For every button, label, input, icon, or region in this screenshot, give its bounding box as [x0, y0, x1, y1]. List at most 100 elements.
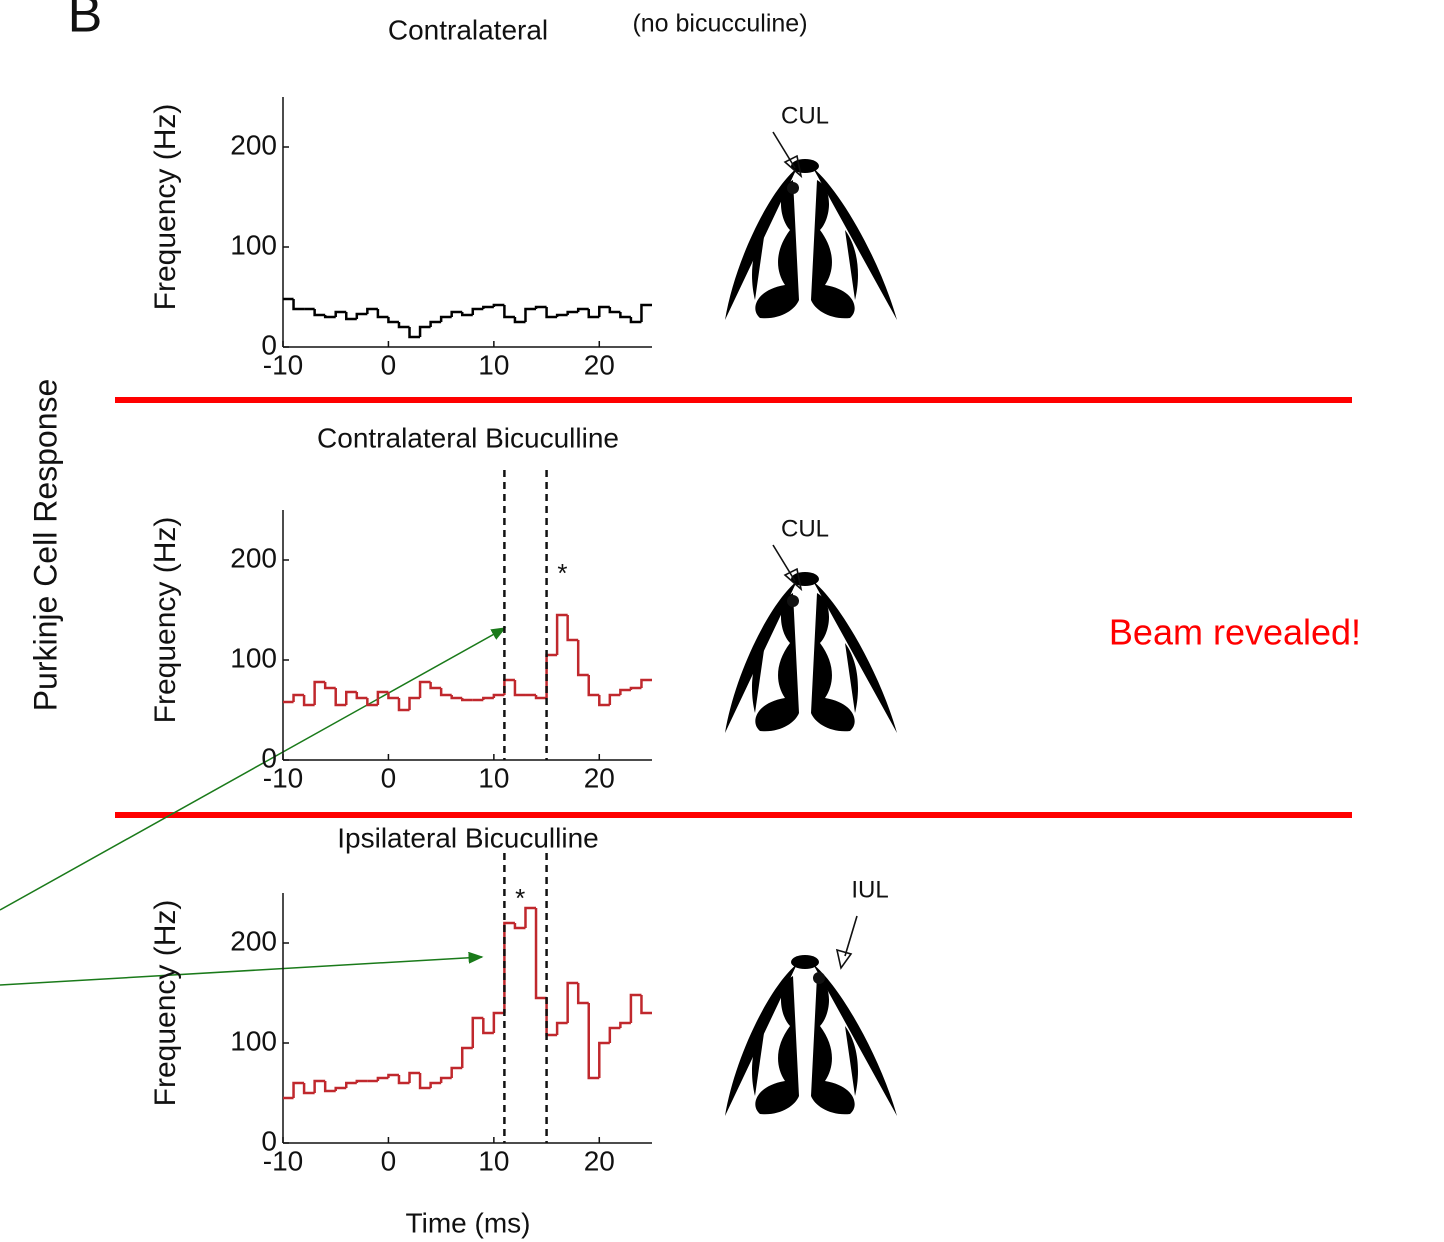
histogram-step [387, 1073, 399, 1078]
chart-title: Contralateral Bicuculline [317, 422, 619, 453]
histogram-step [302, 1083, 315, 1095]
histogram-step [534, 305, 547, 309]
histogram-step [439, 688, 452, 697]
x-axis-label: Time (ms) [406, 1207, 531, 1238]
histogram-step [513, 317, 526, 324]
brain-diagram: IUL [725, 876, 897, 1116]
histogram-step [640, 995, 652, 1015]
histogram-step [576, 640, 589, 677]
x-tick-label: 0 [381, 762, 397, 793]
histogram-step [429, 682, 442, 690]
diagram-label: CUL [781, 102, 829, 129]
chart-title: Contralateral [388, 14, 548, 45]
histogram-step [513, 680, 526, 697]
histogram-step [576, 983, 589, 1005]
histogram-step [366, 698, 378, 707]
y-tick-label: 0 [261, 742, 277, 773]
x-tick-label: 10 [478, 349, 509, 380]
histogram-step [397, 1075, 410, 1085]
histogram-step [408, 327, 421, 339]
histogram-step [608, 1026, 621, 1043]
histogram-step [313, 1079, 326, 1093]
histogram-step [640, 678, 652, 688]
y-tick-label: 0 [261, 1125, 277, 1156]
histogram-step [334, 310, 347, 317]
chart-title: Ipsilateral Bicuculline [337, 822, 598, 853]
histogram-step [408, 696, 421, 710]
histogram-step [397, 698, 410, 712]
histogram-step [492, 303, 505, 307]
histogram-step [482, 696, 494, 700]
diagram-arrow [772, 131, 796, 169]
histogram-step [387, 317, 399, 324]
histogram-step [503, 921, 515, 1013]
x-tick-label: 0 [381, 1145, 397, 1176]
histogram-step [376, 1076, 389, 1081]
histogram-step [429, 1081, 442, 1088]
significance-star: * [515, 883, 525, 913]
histogram-step [545, 653, 558, 698]
histogram-step [629, 317, 642, 324]
histogram-step [555, 613, 568, 655]
diagram-label: CUL [781, 515, 829, 542]
histogram-step [482, 305, 494, 309]
chart-subtitle: (no bicucculine) [632, 10, 807, 38]
histogram-step [408, 1071, 421, 1083]
histogram-step [534, 695, 547, 700]
histogram-step [503, 305, 515, 319]
callout: Beam revealed! [1109, 612, 1361, 653]
histogram-step [608, 693, 621, 705]
x-tick-label: -10 [263, 1145, 303, 1176]
histogram-step [366, 307, 378, 314]
recording-site [787, 182, 799, 194]
histogram-step [534, 908, 547, 1000]
histogram-step [471, 307, 484, 315]
y-tick-label: 0 [261, 329, 277, 360]
histogram-step [345, 312, 357, 321]
histogram-step [387, 692, 399, 700]
diagram-arrowhead [783, 154, 803, 179]
histogram-step [302, 695, 315, 707]
brain-outline [725, 159, 897, 320]
histogram-step [292, 1081, 305, 1098]
brain-outline [725, 572, 897, 733]
histogram-step [450, 695, 463, 700]
histogram-step [492, 693, 505, 698]
histogram-step [334, 1086, 347, 1091]
histogram-step [566, 981, 579, 1023]
diagram-arrowhead [835, 948, 853, 970]
histogram-step [355, 692, 368, 700]
histogram-step [524, 307, 537, 322]
histogram-step [482, 1018, 494, 1035]
histogram-step [460, 312, 473, 317]
x-tick-label: -10 [263, 349, 303, 380]
histogram-step [418, 325, 431, 337]
histogram-step [598, 695, 610, 707]
histogram-step [345, 690, 357, 705]
diagram-arrow [844, 915, 858, 957]
histogram-step [439, 1076, 452, 1083]
histogram-step [429, 320, 442, 327]
histogram-step [355, 1079, 368, 1083]
histogram-step [619, 688, 631, 695]
histogram-step [418, 1073, 431, 1090]
y-tick-label: 200 [230, 542, 277, 573]
recording-site [813, 972, 825, 984]
histogram-step [587, 675, 600, 697]
brain-diagram: CUL [725, 102, 897, 320]
x-tick-label: 20 [584, 349, 615, 380]
histogram-step [608, 307, 621, 314]
brain-diagram: CUL [725, 515, 897, 733]
histogram-step [619, 1021, 631, 1028]
x-tick-label: 20 [584, 1145, 615, 1176]
histogram-step [587, 1003, 600, 1080]
significance-star: * [557, 558, 567, 588]
histogram-step [524, 906, 537, 928]
histogram-step [450, 1066, 463, 1078]
histogram-step [545, 307, 558, 319]
histogram-step [323, 1081, 336, 1093]
histogram-step [334, 688, 347, 707]
x-tick-label: 0 [381, 349, 397, 380]
histogram-step [292, 299, 305, 311]
